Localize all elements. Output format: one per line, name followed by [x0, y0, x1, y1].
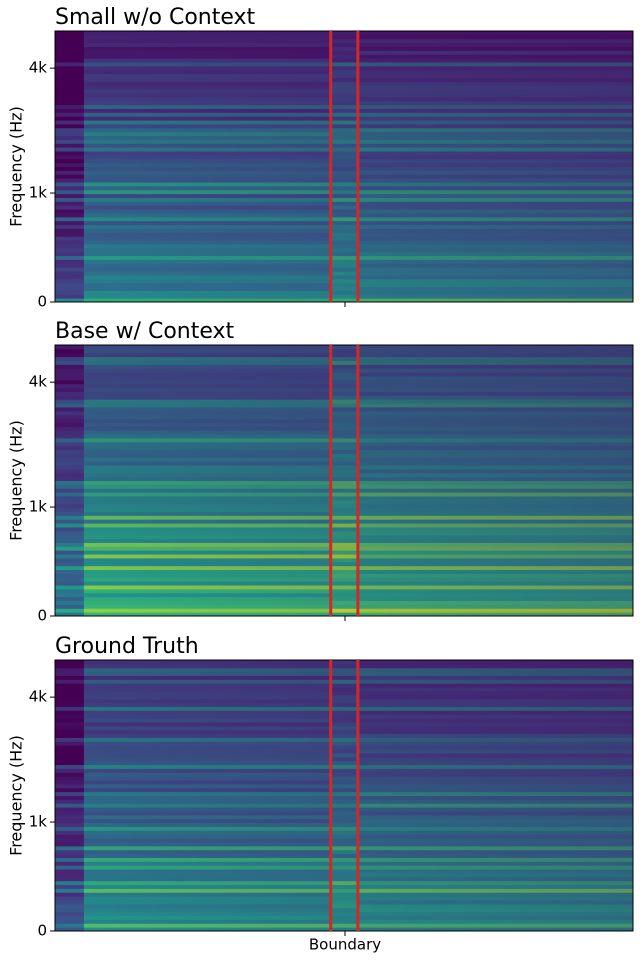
y-tick-label: 0: [37, 922, 47, 940]
y-axis-label: Frequency (Hz): [7, 420, 26, 541]
y-axis-label: Frequency (Hz): [7, 735, 26, 856]
plot-frame: [54, 659, 634, 932]
spectrogram-shade: [55, 345, 633, 616]
plot-frame: [54, 344, 634, 617]
plot-frame: [54, 30, 634, 303]
y-tick-label: 4k: [29, 373, 48, 391]
y-tick-label: 4k: [29, 59, 48, 77]
y-tick-label: 1k: [29, 813, 48, 831]
spectrogram-shade: [55, 31, 633, 302]
y-axis-label: Frequency (Hz): [7, 106, 26, 227]
panel-title: Base w/ Context: [55, 319, 235, 344]
y-tick-label: 1k: [29, 498, 48, 516]
x-tick-label: Boundary: [309, 936, 381, 954]
spectrogram-shade: [55, 660, 633, 931]
panel-title: Small w/o Context: [55, 5, 256, 30]
y-tick-label: 1k: [29, 184, 48, 202]
y-tick-label: 4k: [29, 688, 48, 706]
panel-title: Ground Truth: [55, 634, 199, 659]
y-tick-label: 0: [37, 607, 47, 625]
y-tick-label: 0: [37, 293, 47, 311]
